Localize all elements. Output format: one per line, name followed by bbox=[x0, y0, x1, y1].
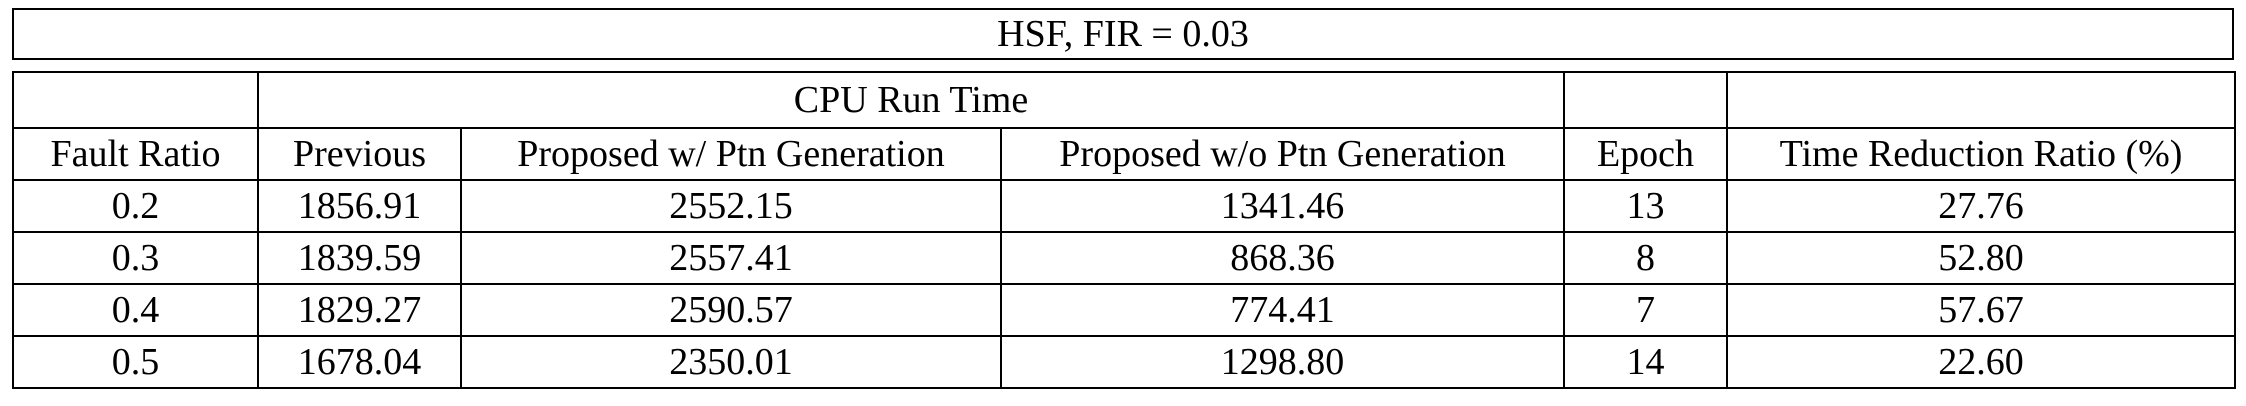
table-cell: 1678.04 bbox=[257, 335, 462, 389]
table-row: 0.3 1839.59 2557.41 868.36 8 52.80 bbox=[12, 231, 2237, 285]
cpu-run-time-header: CPU Run Time bbox=[256, 71, 1566, 129]
table-cell: 52.80 bbox=[1726, 231, 2237, 285]
table-cell: 27.76 bbox=[1726, 179, 2237, 233]
column-header: Time Reduction Ratio (%) bbox=[1726, 127, 2237, 181]
table-cell: 1856.91 bbox=[257, 179, 462, 233]
column-header: Epoch bbox=[1563, 127, 1729, 181]
group-header-empty-cell bbox=[12, 71, 259, 129]
table-row: 0.2 1856.91 2552.15 1341.46 13 27.76 bbox=[12, 179, 2237, 233]
table-cell: 2557.41 bbox=[460, 231, 1002, 285]
table-cell: 57.67 bbox=[1726, 283, 2237, 337]
table-row: 0.5 1678.04 2350.01 1298.80 14 22.60 bbox=[12, 335, 2237, 389]
column-header-row: Fault Ratio Previous Proposed w/ Ptn Gen… bbox=[12, 127, 2237, 181]
table-cell: 2350.01 bbox=[460, 335, 1002, 389]
table-cell: 774.41 bbox=[999, 283, 1566, 337]
group-header-empty-cell bbox=[1563, 71, 1729, 129]
column-header: Proposed w/o Ptn Generation bbox=[999, 127, 1566, 181]
table-cell: 2552.15 bbox=[460, 179, 1002, 233]
table-cell: 1341.46 bbox=[999, 179, 1566, 233]
table-cell: 1829.27 bbox=[257, 283, 462, 337]
column-header: Fault Ratio bbox=[12, 127, 259, 181]
table-cell: 22.60 bbox=[1726, 335, 2237, 389]
table-cell: 0.3 bbox=[12, 231, 259, 285]
table-cell: 13 bbox=[1563, 179, 1729, 233]
group-header-row: CPU Run Time bbox=[12, 71, 2237, 129]
table-row: 0.4 1829.27 2590.57 774.41 7 57.67 bbox=[12, 283, 2237, 337]
table-cell: 0.2 bbox=[12, 179, 259, 233]
table-cell: 7 bbox=[1563, 283, 1729, 337]
table-cell: 1839.59 bbox=[257, 231, 462, 285]
table-cell: 14 bbox=[1563, 335, 1729, 389]
table-cell: 2590.57 bbox=[460, 283, 1002, 337]
group-header-empty-cell bbox=[1726, 71, 2237, 129]
table-title: HSF, FIR = 0.03 bbox=[12, 8, 2234, 60]
table-cell: 1298.80 bbox=[999, 335, 1566, 389]
table-cell: 8 bbox=[1563, 231, 1729, 285]
table-cell: 0.5 bbox=[12, 335, 259, 389]
column-header: Proposed w/ Ptn Generation bbox=[460, 127, 1002, 181]
results-table: CPU Run Time Fault Ratio Previous Propos… bbox=[12, 71, 2237, 389]
table-cell: 0.4 bbox=[12, 283, 259, 337]
table-cell: 868.36 bbox=[999, 231, 1566, 285]
column-header: Previous bbox=[257, 127, 462, 181]
